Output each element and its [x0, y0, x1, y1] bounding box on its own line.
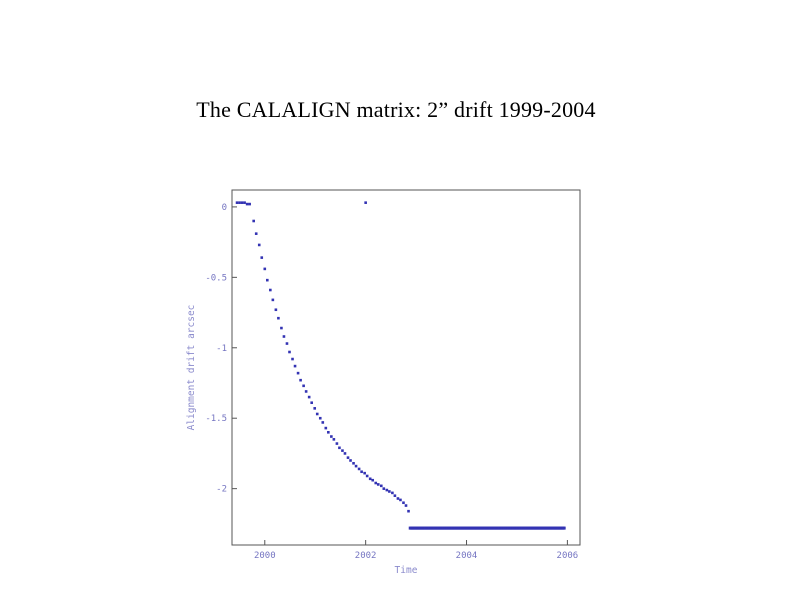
x-axis-label: Time: [395, 565, 418, 576]
plot-frame: [231, 189, 581, 546]
x-tick-label: 2004: [456, 551, 478, 561]
y-tick-label: -0.5: [205, 273, 227, 283]
page-title: The CALALIGN matrix: 2” drift 1999-2004: [196, 97, 596, 122]
y-tick-label: -2: [216, 485, 227, 495]
y-tick-label: -1.5: [205, 414, 227, 424]
drift-chart-svg: 0 -0.5 -1 -1.5 -2 2000 2002 2004 2006 Alignment d…: [186, 189, 581, 576]
y-tick-label: -1: [216, 344, 227, 354]
y-axis-label: Alignment drift arcsec: [186, 305, 197, 431]
outlier-point: [364, 201, 367, 204]
y-tick-label: 0: [222, 203, 227, 213]
data-points: [235, 201, 410, 513]
flat-segment: [408, 526, 566, 530]
x-tick-label: 2006: [557, 551, 579, 561]
x-tick-label: 2002: [355, 551, 377, 561]
drift-chart: 0 -0.5 -1 -1.5 -2 2000 2002 2004 2006 Alignment d…: [180, 178, 610, 583]
x-tick-label: 2000: [254, 551, 276, 561]
